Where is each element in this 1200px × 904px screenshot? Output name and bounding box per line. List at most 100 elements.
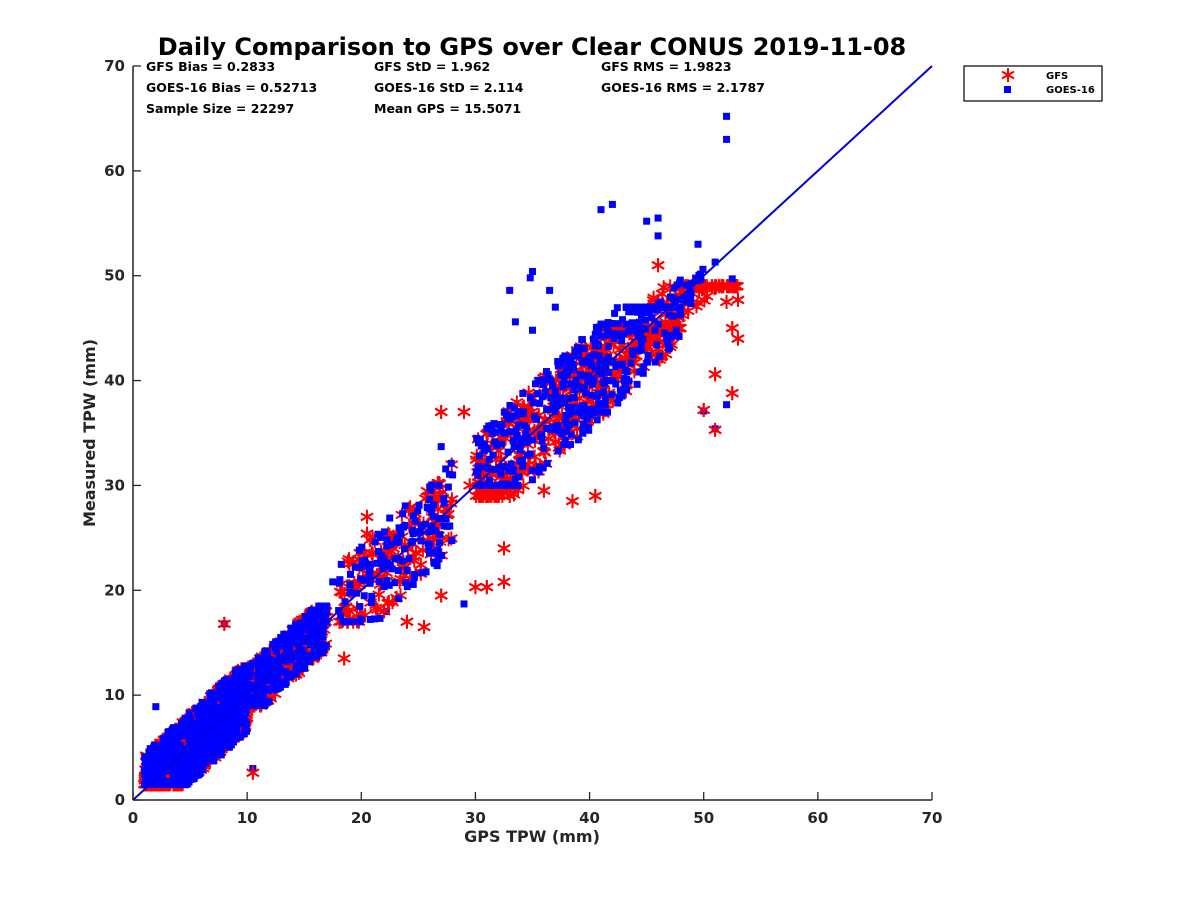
goes16-point [295,666,302,673]
goes16-point [624,304,631,311]
goes16-point [255,697,262,704]
goes16-point [655,232,662,239]
goes16-point [309,615,316,622]
goes16-point [595,390,602,397]
goes16-point [426,496,433,503]
goes16-point [367,561,374,568]
stat-text: GFS RMS = 1.9823 [601,59,732,74]
goes16-point [272,681,279,688]
goes16-point [523,425,530,432]
goes16-point [418,522,425,529]
goes16-point [674,281,681,288]
goes16-point [343,618,350,625]
goes16-point [609,377,616,384]
goes16-point [513,432,520,439]
goes16-point [273,647,280,654]
goes16-point [478,443,485,450]
goes16-point [597,206,604,213]
goes16-point [566,411,573,418]
goes16-point [559,372,566,379]
goes16-point [179,732,186,739]
goes16-point [205,702,212,709]
goes16-point [623,321,630,328]
goes16-point [587,353,594,360]
goes16-point [489,430,496,437]
goes16-point [215,694,222,701]
stat-text: GOES-16 RMS = 2.1787 [601,80,765,95]
goes16-point [516,408,523,415]
goes16-point [147,745,154,752]
goes16-point [242,702,249,709]
goes16-point [555,447,562,454]
goes16-point [376,578,383,585]
goes16-point [575,350,582,357]
goes16-point [394,534,401,541]
goes16-point [489,452,496,459]
goes16-point [508,461,515,468]
goes16-point [386,515,393,522]
goes16-point [638,312,645,319]
goes16-point [594,406,601,413]
goes16-point [338,561,345,568]
goes16-point [347,571,354,578]
goes16-point [329,578,336,585]
goes16-point [400,524,407,531]
goes16-point [368,599,375,606]
x-tick-label: 50 [693,809,714,827]
goes16-point [552,304,559,311]
goes16-point [543,406,550,413]
goes16-point [406,555,413,562]
goes16-point [449,471,456,478]
goes16-point [615,320,622,327]
goes16-point [187,716,194,723]
goes16-point [638,347,645,354]
goes16-point [579,430,586,437]
goes16-point [627,359,634,366]
goes16-point [605,369,612,376]
goes16-point [506,287,513,294]
goes16-point [173,726,180,733]
goes16-point [311,641,318,648]
goes16-point [180,759,187,766]
goes16-point [655,215,662,222]
goes16-point [261,648,268,655]
goes16-point [575,436,582,443]
goes16-point [292,637,299,644]
y-tick-label: 50 [104,267,125,285]
y-tick-label: 40 [104,372,125,390]
goes16-point [316,603,323,610]
goes16-point [621,377,628,384]
goes16-point [723,136,730,143]
goes16-point [510,467,517,474]
x-tick-label: 10 [237,809,258,827]
goes16-point [529,476,536,483]
goes16-point [643,218,650,225]
goes16-point [371,615,378,622]
legend-goes16-marker [1004,86,1011,93]
goes16-point [531,413,538,420]
goes16-point [461,600,468,607]
goes16-point [540,392,547,399]
goes16-point [548,377,555,384]
goes16-point [605,343,612,350]
goes16-point [186,778,193,785]
goes16-point [414,507,421,514]
goes16-point [530,399,537,406]
goes16-point [645,352,652,359]
goes16-point [442,465,449,472]
goes16-point [669,332,676,339]
goes16-point [608,320,615,327]
goes16-point [595,400,602,407]
goes16-point [202,759,209,766]
goes16-point [302,613,309,620]
goes16-point [301,657,308,664]
goes16-point [209,755,216,762]
goes16-point [255,654,262,661]
chart-title: Daily Comparison to GPS over Clear CONUS… [158,33,906,61]
goes16-point [143,773,150,780]
x-tick-label: 70 [922,809,943,827]
y-tick-label: 30 [104,476,125,494]
goes16-point [565,404,572,411]
goes16-point [410,530,417,537]
goes16-point [515,421,522,428]
